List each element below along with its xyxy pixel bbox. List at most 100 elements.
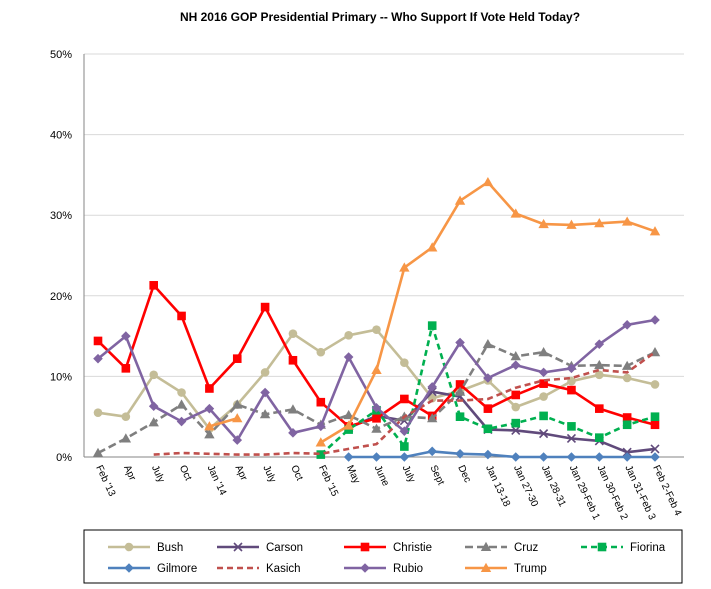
series-rubio-point bbox=[622, 320, 632, 330]
legend-rubio-point bbox=[360, 563, 370, 573]
series-rubio-point bbox=[483, 373, 493, 383]
legend-item-cruz: Cruz bbox=[465, 541, 539, 554]
series-gilmore bbox=[343, 446, 660, 462]
chart-title: NH 2016 GOP Presidential Primary -- Who … bbox=[180, 10, 580, 24]
series-trump-point bbox=[204, 421, 215, 431]
x-tick-label: May bbox=[344, 464, 362, 486]
legend-label: Gilmore bbox=[157, 563, 197, 575]
series-christie-point bbox=[595, 404, 604, 413]
series-bush-point bbox=[177, 388, 186, 397]
series-rubio-point bbox=[232, 435, 243, 445]
legend-label: Rubio bbox=[393, 563, 423, 575]
series-cruz-point bbox=[232, 399, 243, 409]
series-kasich bbox=[153, 351, 656, 456]
series-gilmore-point bbox=[538, 452, 549, 462]
gridlines bbox=[84, 53, 684, 377]
series-trump-point bbox=[371, 364, 382, 374]
series-rubio-point bbox=[371, 403, 382, 413]
series-bush-point bbox=[595, 370, 604, 380]
legend-gilmore-point bbox=[124, 563, 134, 573]
series-rubio-point bbox=[594, 339, 605, 349]
x-tick-label: June bbox=[372, 464, 391, 489]
series-christie-point bbox=[511, 390, 521, 400]
series-trump bbox=[204, 176, 661, 447]
series-trump-point bbox=[482, 176, 494, 187]
legend-label: Christie bbox=[393, 542, 432, 554]
series-cruz-point bbox=[176, 399, 187, 409]
series-rubio-point bbox=[121, 331, 131, 341]
series-cruz-point bbox=[454, 386, 466, 396]
legend-bush-point bbox=[124, 542, 134, 552]
series-christie-point bbox=[567, 385, 576, 395]
series-fiorina-point bbox=[483, 424, 493, 434]
series-fiorina-point bbox=[455, 412, 465, 421]
y-tick-label: 40% bbox=[50, 130, 72, 142]
legend-item-fiorina: Fiorina bbox=[581, 542, 666, 554]
series-bush-point bbox=[400, 358, 409, 367]
series-carson-point bbox=[539, 429, 549, 439]
legend-item-bush: Bush bbox=[108, 542, 183, 554]
x-tick-label: Jan '14 bbox=[205, 464, 229, 498]
series-trump-point bbox=[427, 242, 438, 252]
legend-item-kasich: Kasich bbox=[217, 563, 301, 575]
legend-label: Cruz bbox=[514, 542, 539, 554]
series-rubio-point bbox=[538, 367, 549, 378]
series-carson-point bbox=[566, 433, 577, 444]
x-tick-label: Feb '15 bbox=[316, 464, 340, 499]
series-rubio-point bbox=[148, 401, 159, 412]
series-christie-point bbox=[205, 384, 214, 393]
series-gilmore-point bbox=[622, 452, 632, 462]
series-cruz-point bbox=[92, 447, 104, 457]
legend-label: Kasich bbox=[266, 563, 301, 575]
series-christie-point bbox=[149, 281, 158, 290]
legend-label: Carson bbox=[266, 542, 303, 554]
series-christie-point bbox=[455, 380, 465, 389]
series-fiorina-point bbox=[427, 321, 437, 330]
legend-cruz-point bbox=[480, 541, 492, 551]
series-layer bbox=[92, 176, 661, 462]
series-trump-point bbox=[454, 195, 466, 205]
series-gilmore-point bbox=[399, 452, 410, 462]
series-cruz-point bbox=[427, 413, 438, 423]
legend-christie-point bbox=[360, 542, 370, 552]
series-bush-point bbox=[539, 392, 548, 401]
series-trump-point bbox=[649, 226, 661, 236]
series-trump-point bbox=[566, 219, 577, 229]
series-rubio-point bbox=[399, 426, 410, 437]
x-tick-label: Sept bbox=[427, 464, 446, 487]
x-tick-labels: Feb '13 Apr July Oct Jan '14 Apr July Oct Feb '1… bbox=[93, 464, 683, 522]
series-rubio-point bbox=[288, 428, 298, 438]
legend-item-christie: Christie bbox=[344, 542, 432, 554]
series-fiorina-point bbox=[511, 418, 521, 428]
x-tick-label: Apr bbox=[233, 464, 250, 483]
series-trump-point bbox=[232, 413, 243, 423]
series-bush-point bbox=[93, 408, 103, 417]
series-gilmore-point bbox=[650, 452, 660, 462]
legend-item-rubio: Rubio bbox=[344, 563, 423, 575]
series-bush-point bbox=[427, 393, 437, 403]
series-rubio-point bbox=[316, 421, 326, 432]
series-trump-line bbox=[320, 180, 656, 444]
series-rubio-point bbox=[93, 353, 103, 364]
series-rubio-point bbox=[204, 403, 215, 414]
series-cruz-point bbox=[594, 359, 605, 370]
series-fiorina-point bbox=[595, 433, 604, 442]
y-tick-label: 50% bbox=[50, 49, 72, 61]
series-gilmore-point bbox=[343, 452, 354, 462]
series-trump-point bbox=[621, 216, 633, 226]
series-gilmore-point bbox=[427, 446, 437, 457]
series-christie-point bbox=[650, 420, 660, 430]
series-trump-point bbox=[343, 420, 354, 430]
series-christie-point bbox=[622, 413, 632, 422]
series-fiorina-point bbox=[344, 425, 353, 434]
series-gilmore-line bbox=[348, 450, 655, 459]
x-tick-label: Apr bbox=[121, 464, 138, 483]
axes bbox=[83, 54, 684, 458]
series-bush-point bbox=[511, 402, 521, 412]
legend-carson-point bbox=[233, 542, 243, 552]
legend-fiorina-point bbox=[597, 542, 607, 552]
y-tick-labels: 0% 10% 20% 30% 40% 50% bbox=[50, 49, 72, 464]
series-fiorina-point bbox=[567, 422, 576, 431]
series-cruz-point bbox=[287, 404, 299, 414]
series-christie-point bbox=[316, 397, 326, 407]
